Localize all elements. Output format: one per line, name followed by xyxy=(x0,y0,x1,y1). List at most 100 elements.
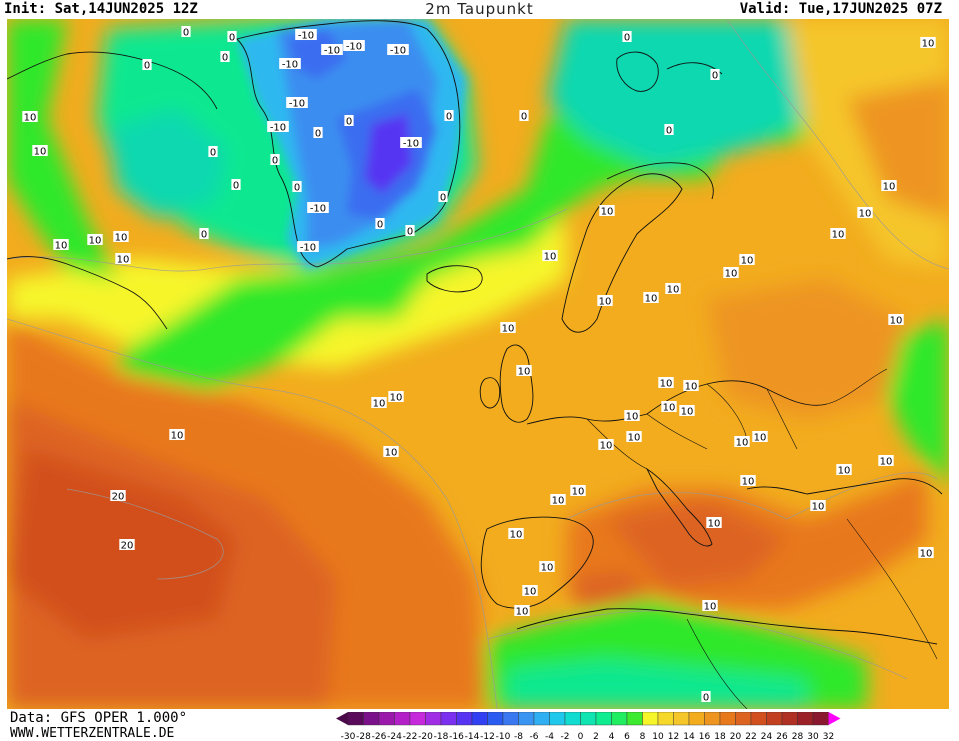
svg-text:10: 10 xyxy=(812,502,825,513)
contour-label: 0 xyxy=(344,115,354,128)
contour-label: 10 xyxy=(624,410,640,423)
legend-swatch xyxy=(394,712,411,726)
svg-text:0: 0 xyxy=(346,117,352,128)
contour-label: 10 xyxy=(658,377,674,390)
svg-text:0: 0 xyxy=(294,183,300,194)
contour-label: 10 xyxy=(881,180,897,193)
contour-label: 10 xyxy=(550,494,566,507)
contour-label: 20 xyxy=(119,539,135,552)
contour-label: 10 xyxy=(371,397,387,410)
svg-text:0: 0 xyxy=(666,126,672,137)
contour-label: 10 xyxy=(810,500,826,513)
legend-swatch xyxy=(595,712,612,726)
contour-label: 10 xyxy=(113,231,129,244)
svg-text:0: 0 xyxy=(315,129,321,140)
svg-text:10: 10 xyxy=(741,256,754,267)
legend-tick-label: 12 xyxy=(668,732,679,741)
legend-tick-label: 8 xyxy=(640,732,646,741)
contour-label: 10 xyxy=(508,528,524,541)
svg-text:-10: -10 xyxy=(403,139,419,150)
valid-time: Valid: Tue,17JUN2025 07Z xyxy=(739,1,942,17)
svg-text:-10: -10 xyxy=(270,123,286,134)
contour-label: 10 xyxy=(115,253,131,266)
svg-text:10: 10 xyxy=(55,241,68,252)
svg-text:20: 20 xyxy=(112,492,125,503)
contour-label: 0 xyxy=(231,179,241,192)
svg-text:10: 10 xyxy=(890,316,903,327)
svg-text:0: 0 xyxy=(183,28,189,39)
svg-text:10: 10 xyxy=(34,147,47,158)
svg-text:-10: -10 xyxy=(298,31,314,42)
contour-label: 10 xyxy=(679,405,695,418)
contour-label: 0 xyxy=(519,110,529,123)
svg-text:0: 0 xyxy=(446,112,452,123)
legend-swatch xyxy=(564,712,581,726)
svg-text:10: 10 xyxy=(541,563,554,574)
legend-tick-label: 30 xyxy=(807,732,819,741)
svg-text:10: 10 xyxy=(645,294,658,305)
svg-text:0: 0 xyxy=(440,193,446,204)
contour-label: -10 xyxy=(307,202,329,215)
contour-label: 10 xyxy=(388,391,404,404)
svg-text:10: 10 xyxy=(685,382,698,393)
legend-tick-label: -2 xyxy=(561,732,570,741)
legend-arrow-left xyxy=(336,712,348,725)
legend-tick-label: -28 xyxy=(356,732,371,741)
svg-text:10: 10 xyxy=(390,393,403,404)
svg-text:10: 10 xyxy=(601,207,614,218)
contour-label: 10 xyxy=(683,380,699,393)
contour-label: -10 xyxy=(286,97,308,110)
contour-label: 0 xyxy=(664,124,674,137)
svg-text:20: 20 xyxy=(121,541,134,552)
legend-swatch xyxy=(812,712,829,726)
svg-text:10: 10 xyxy=(704,602,717,613)
contour-label: 10 xyxy=(32,145,48,158)
contour-label: 10 xyxy=(383,446,399,459)
legend-tick-label: 4 xyxy=(609,732,615,741)
contour-label: 10 xyxy=(542,250,558,263)
legend-swatch xyxy=(440,712,457,726)
contour-label: 10 xyxy=(516,365,532,378)
legend-swatch xyxy=(642,712,659,726)
svg-text:10: 10 xyxy=(373,399,386,410)
contour-label: -10 xyxy=(321,44,343,57)
legend-swatch xyxy=(378,712,395,726)
contour-label: 10 xyxy=(500,322,516,335)
svg-text:10: 10 xyxy=(524,587,537,598)
legend-tick-label: 18 xyxy=(714,732,726,741)
legend-tick-label: -26 xyxy=(372,732,387,741)
legend-tick-label: 16 xyxy=(699,732,711,741)
svg-text:10: 10 xyxy=(859,209,872,220)
svg-text:10: 10 xyxy=(832,230,845,241)
svg-text:10: 10 xyxy=(681,407,694,418)
svg-text:10: 10 xyxy=(920,549,933,560)
legend-swatch xyxy=(626,712,643,726)
contour-label: -10 xyxy=(279,58,301,71)
contour-label: 10 xyxy=(920,37,936,50)
legend-swatch xyxy=(425,712,442,726)
contour-label: 10 xyxy=(597,295,613,308)
contour-label: 10 xyxy=(598,439,614,452)
legend-swatch xyxy=(363,712,380,726)
svg-text:10: 10 xyxy=(599,297,612,308)
svg-text:10: 10 xyxy=(667,285,680,296)
field-arctic xyxy=(547,19,807,169)
legend-tick-label: -6 xyxy=(530,732,539,741)
svg-text:0: 0 xyxy=(233,181,239,192)
contour-label: 10 xyxy=(739,254,755,267)
svg-text:10: 10 xyxy=(663,403,676,414)
legend-tick-label: 28 xyxy=(792,732,804,741)
legend-tick-label: -12 xyxy=(480,732,495,741)
contour-label: 10 xyxy=(53,239,69,252)
svg-text:10: 10 xyxy=(708,519,721,530)
legend-bar xyxy=(336,712,841,726)
svg-text:10: 10 xyxy=(117,255,130,266)
legend-tick-label: 6 xyxy=(624,732,630,741)
svg-text:-10: -10 xyxy=(346,42,362,53)
legend-tick-label: -4 xyxy=(545,732,554,741)
svg-text:0: 0 xyxy=(222,53,228,64)
contour-label: 0 xyxy=(710,69,720,82)
map-title: 2m Taupunkt xyxy=(425,0,534,18)
contour-label: 10 xyxy=(87,234,103,247)
legend-swatch xyxy=(673,712,690,726)
